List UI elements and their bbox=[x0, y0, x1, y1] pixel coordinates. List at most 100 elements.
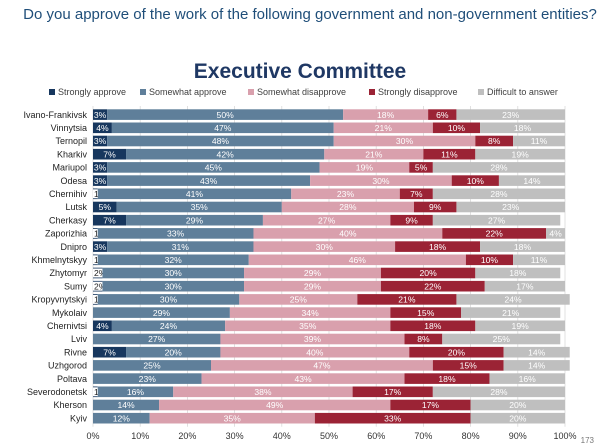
bar-segment bbox=[380, 267, 476, 279]
bar-segment bbox=[380, 280, 485, 292]
data-label: 11% bbox=[531, 255, 548, 265]
data-label: 22% bbox=[424, 281, 442, 291]
category-label: Kharkiv bbox=[57, 149, 88, 159]
bar-segment bbox=[93, 201, 117, 213]
data-label: 5% bbox=[415, 163, 428, 173]
x-tick-label: 100% bbox=[553, 431, 576, 441]
bar-segment bbox=[503, 346, 570, 358]
bar-segment bbox=[262, 214, 391, 226]
x-tick-label: 0% bbox=[86, 431, 99, 441]
bar-segment bbox=[93, 109, 108, 120]
bar-segment bbox=[107, 135, 334, 147]
bar-segment bbox=[229, 307, 391, 318]
data-label: 2% bbox=[94, 268, 107, 278]
data-label: 25% bbox=[290, 295, 308, 305]
category-label: Uzhgorod bbox=[48, 361, 87, 371]
bar-segment bbox=[484, 280, 565, 292]
data-label: 3% bbox=[94, 163, 107, 173]
bar-segment bbox=[93, 320, 112, 332]
data-label: 4% bbox=[96, 321, 109, 331]
bar-segment bbox=[220, 346, 410, 358]
bar-segment bbox=[102, 280, 245, 292]
bar-segment bbox=[333, 122, 433, 134]
bar-segment bbox=[93, 122, 112, 134]
data-label: 19% bbox=[512, 149, 530, 159]
bar-segment bbox=[442, 333, 561, 345]
bar-segment bbox=[409, 162, 433, 173]
bar-segment bbox=[480, 241, 565, 252]
bar-segment bbox=[102, 267, 245, 279]
legend-swatch bbox=[49, 89, 55, 95]
category-label: Zhytomyr bbox=[49, 268, 87, 278]
data-label: 45% bbox=[205, 163, 223, 173]
data-label: 4% bbox=[96, 123, 109, 133]
bar-segment bbox=[291, 188, 400, 200]
bar-segment bbox=[225, 320, 391, 332]
bar-segment bbox=[513, 135, 565, 147]
bar-segment bbox=[107, 109, 344, 120]
legend-label: Strongly approve bbox=[58, 87, 126, 97]
data-label: 29% bbox=[304, 268, 322, 278]
bar-segment bbox=[546, 228, 565, 239]
data-label: 35% bbox=[224, 413, 242, 423]
x-axis: 0% 10% 20% 30% 40% 50% 60% 70% 80% 90% 100% bbox=[86, 431, 576, 441]
data-label: 7% bbox=[410, 189, 423, 199]
bar-segment bbox=[107, 175, 311, 186]
data-label: 18% bbox=[377, 110, 395, 120]
data-label: 35% bbox=[191, 202, 209, 212]
data-label: 20% bbox=[165, 347, 183, 357]
bar-segment bbox=[319, 162, 410, 173]
legend-label: Somewhat approve bbox=[149, 87, 227, 97]
bar-segment bbox=[93, 148, 127, 160]
category-label: Poltava bbox=[57, 374, 87, 384]
category-label: Kyiv bbox=[70, 413, 88, 423]
bar-segment bbox=[475, 320, 565, 332]
bar-segment bbox=[116, 201, 282, 213]
bar-segment bbox=[432, 214, 561, 226]
legend-label: Difficult to answer bbox=[487, 87, 558, 97]
category-label: Rivne bbox=[64, 347, 87, 357]
bar-segment bbox=[111, 320, 226, 332]
data-label: 17% bbox=[516, 281, 534, 291]
data-label: 23% bbox=[502, 110, 520, 120]
data-label: 50% bbox=[217, 110, 235, 120]
category-label: Lviv bbox=[71, 334, 88, 344]
bar-segment bbox=[480, 122, 565, 134]
data-label: 28% bbox=[339, 202, 357, 212]
x-tick-label: 70% bbox=[414, 431, 432, 441]
bar-segment bbox=[456, 201, 565, 213]
data-label: 30% bbox=[165, 281, 183, 291]
bar-segment bbox=[357, 294, 457, 305]
data-label: 10% bbox=[448, 123, 466, 133]
data-label: 3% bbox=[94, 176, 107, 186]
bar-segment bbox=[324, 148, 424, 160]
bar-segment bbox=[111, 122, 334, 134]
bar-segment bbox=[93, 162, 108, 173]
category-label: Khmelnytskyy bbox=[31, 255, 87, 265]
category-label: Mykolaiv bbox=[52, 308, 88, 318]
data-label: 28% bbox=[490, 163, 508, 173]
data-label: 21% bbox=[375, 123, 393, 133]
bar-segment bbox=[465, 254, 514, 266]
data-label: 47% bbox=[214, 123, 232, 133]
bar-segment bbox=[93, 175, 108, 186]
data-label: 3% bbox=[94, 242, 107, 252]
legend-swatch bbox=[478, 89, 484, 95]
data-label: 18% bbox=[429, 242, 447, 252]
category-label: Ivano-Frankivsk bbox=[23, 110, 87, 120]
data-label: 41% bbox=[186, 189, 204, 199]
data-label: 16% bbox=[127, 387, 145, 397]
category-label: Dnipro bbox=[60, 242, 87, 252]
x-tick-label: 80% bbox=[462, 431, 480, 441]
data-label: 18% bbox=[514, 123, 532, 133]
bar-segment bbox=[390, 320, 476, 332]
data-label: 20% bbox=[420, 268, 438, 278]
data-label: 4% bbox=[549, 229, 562, 239]
bar-segment bbox=[244, 280, 381, 292]
data-label: 39% bbox=[304, 334, 322, 344]
data-label: 3% bbox=[94, 136, 107, 146]
data-label: 40% bbox=[339, 229, 357, 239]
bar-segment bbox=[126, 346, 221, 358]
data-label: 40% bbox=[306, 347, 324, 357]
bar-segment bbox=[93, 333, 221, 345]
